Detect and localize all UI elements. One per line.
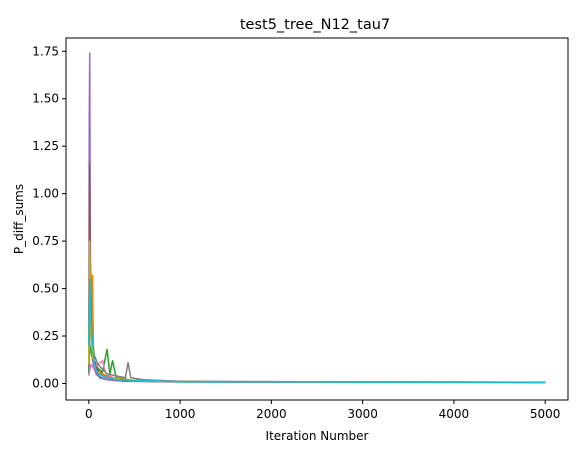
- y-tick-label: 0.75: [32, 234, 59, 248]
- y-tick-label: 1.50: [32, 92, 59, 106]
- y-tick-label: 1.75: [32, 44, 59, 58]
- y-axis: 0.00 0.25 0.50 0.75 1.00 1.25 1.50 1.75: [32, 44, 66, 390]
- x-tick-label: 1000: [165, 407, 196, 421]
- chart-title: test5_tree_N12_tau7: [240, 17, 390, 33]
- series-line-10: [88, 278, 546, 384]
- y-tick-label: 1.25: [32, 139, 59, 153]
- x-tick-label: 3000: [347, 407, 378, 421]
- y-tick-label: 1.00: [32, 187, 59, 201]
- plot-frame: [65, 37, 569, 401]
- x-axis: 0 1000 2000 3000 4000 5000: [85, 400, 560, 421]
- x-tick-label: 4000: [439, 407, 470, 421]
- y-tick-label: 0.50: [32, 282, 59, 296]
- y-tick-label: 0.00: [32, 376, 59, 390]
- y-axis-label: P_diff_sums: [12, 184, 26, 254]
- x-tick-label: 2000: [256, 407, 287, 421]
- y-tick-label: 0.25: [32, 329, 59, 343]
- x-tick-label: 5000: [530, 407, 561, 421]
- x-axis-label: Iteration Number: [266, 429, 369, 443]
- plot-area: [88, 52, 546, 384]
- x-tick-label: 0: [85, 407, 93, 421]
